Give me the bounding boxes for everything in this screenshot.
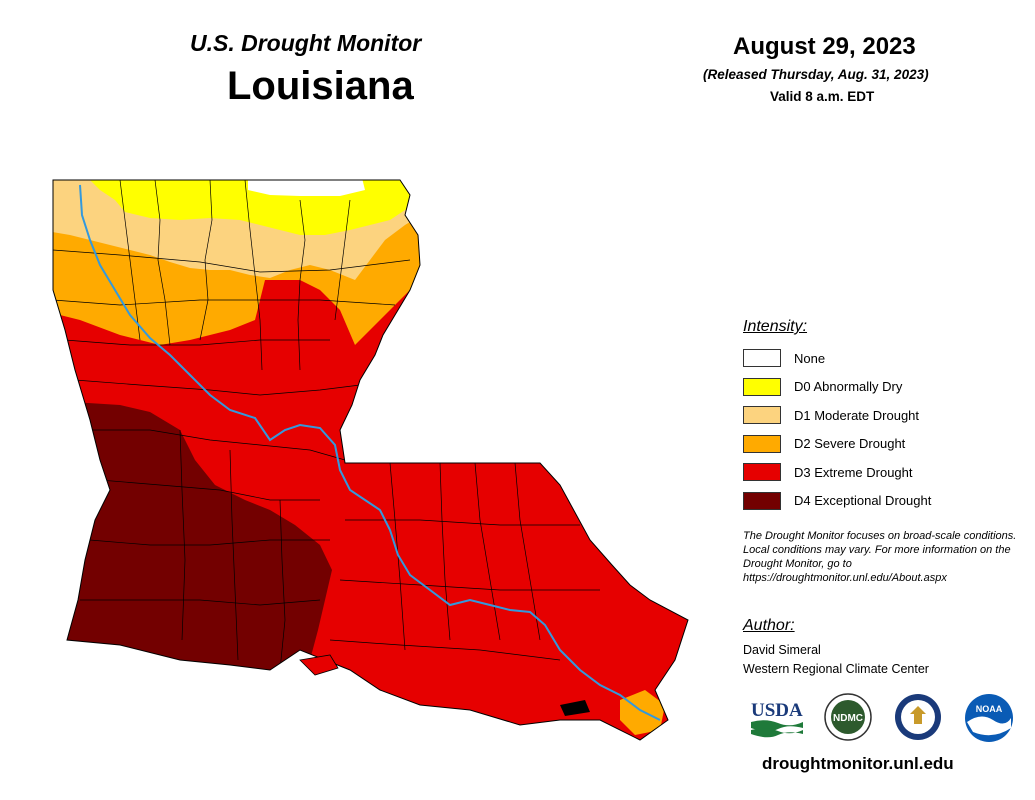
legend-swatch [743, 434, 781, 453]
legend-label: D3 Extreme Drought [794, 464, 913, 480]
legend-swatch [743, 491, 781, 510]
coastal-island [299, 654, 339, 676]
none-region [248, 180, 365, 196]
louisiana-drought-map [52, 179, 689, 741]
noaa-logo: NOAA [965, 694, 1013, 742]
legend-swatch [743, 377, 781, 396]
county-lines [53, 180, 600, 671]
legend-swatch [743, 349, 781, 368]
legend-item-d3: D3 Extreme Drought [743, 458, 1023, 487]
valid-time: Valid 8 a.m. EDT [770, 89, 875, 104]
state-outline [52, 179, 689, 741]
disclaimer-text: The Drought Monitor focuses on broad-sca… [743, 530, 1017, 584]
site-url[interactable]: droughtmonitor.unl.edu [762, 754, 954, 773]
ndmc-logo-text: NDMC [833, 713, 863, 724]
map-date: August 29, 2023 [733, 33, 916, 60]
doc-seal-logo [895, 694, 941, 740]
author-heading: Author: [743, 617, 795, 634]
ndmc-logo: NDMC [824, 693, 872, 741]
legend-label: D1 Moderate Drought [794, 407, 920, 423]
legend-title: Intensity: [743, 318, 808, 335]
legend-item-d0: D0 Abnormally Dry [743, 373, 1023, 402]
noaa-logo-text: NOAA [976, 704, 1003, 714]
author-name: David Simeral [743, 643, 821, 657]
legend-item-none: None [743, 344, 1023, 373]
coastal-island [560, 700, 590, 716]
d2-severe-pocket [620, 690, 665, 735]
legend-label: D0 Abnormally Dry [794, 379, 903, 395]
legend-item-d2: D2 Severe Drought [743, 430, 1023, 459]
release-date: (Released Thursday, Aug. 31, 2023) [703, 67, 929, 82]
legend-label: None [794, 350, 826, 366]
legend: Intensity: None D0 Abnormally Dry D1 Mod… [743, 318, 1023, 515]
river [79, 184, 661, 721]
legend-swatch [743, 406, 781, 425]
author-block: Author: David Simeral Western Regional C… [743, 617, 1023, 679]
legend-swatch [743, 463, 781, 482]
usda-logo-text: USDA [751, 700, 803, 721]
logo-row: USDA NDMC NOAA [748, 692, 1028, 744]
legend-item-d4: D4 Exceptional Drought [743, 487, 1023, 516]
legend-label: D2 Severe Drought [794, 436, 906, 452]
state-title: Louisiana [227, 64, 414, 108]
author-organization: Western Regional Climate Center [743, 662, 929, 676]
usda-logo: USDA [751, 700, 803, 738]
monitor-title: U.S. Drought Monitor [190, 30, 422, 56]
legend-item-d1: D1 Moderate Drought [743, 401, 1023, 430]
d4-exceptional-region [53, 400, 332, 700]
legend-label: D4 Exceptional Drought [794, 493, 932, 509]
